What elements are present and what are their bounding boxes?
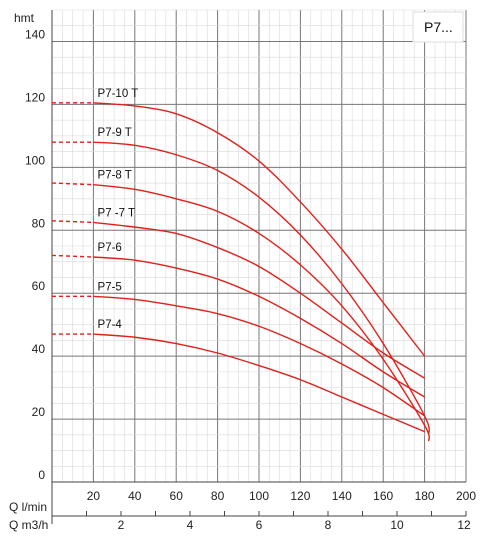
x2-tick-label: 4 (187, 518, 194, 532)
labels: P7-10 T P7-9 T P7-8 T P7 -7 T P7-6 P7-5 P7-4 (98, 88, 139, 331)
x-tick-label: 80 (211, 489, 225, 503)
series-dashed-segment (51, 182, 94, 186)
title-box-frame (412, 11, 464, 43)
series-dashed-segment (51, 254, 94, 258)
series-curve (93, 256, 425, 398)
y-tick-label: 0 (38, 468, 45, 482)
x-tick-label: 120 (290, 489, 310, 503)
x2-axis-title: Q m3/h (9, 518, 48, 532)
grid (51, 9, 467, 483)
series-curve (93, 221, 425, 379)
series-curve (93, 183, 430, 442)
y-axis-title: hmt (14, 11, 35, 25)
x-tick-label: 60 (170, 489, 184, 503)
y-tick-label: 40 (32, 342, 46, 356)
series-curve (93, 102, 426, 357)
x-axis-title: Q l/min (9, 500, 47, 514)
y-tick-label: 120 (25, 90, 45, 104)
series-label: P7-6 (98, 242, 122, 254)
series-label: P7-8 T (98, 170, 132, 182)
x-tick-label: 100 (249, 489, 269, 503)
series-curve (93, 295, 425, 417)
y-tick-label: 140 (25, 27, 45, 41)
series-label: P7-4 (98, 319, 123, 331)
axes: 0 20 40 60 80 100 120 140 20 40 60 80 100 120 140 160 18… (25, 10, 476, 532)
x2-tick-label: 8 (325, 518, 332, 532)
y-tick-label: 80 (32, 216, 46, 230)
series-dashed-segment (51, 220, 94, 224)
chart-title: P7... (424, 19, 453, 35)
x-tick-label: 180 (415, 489, 435, 503)
x2-tick-label: 12 (457, 518, 471, 532)
series-label: P7-10 T (98, 88, 139, 100)
x-tick-label: 140 (332, 489, 352, 503)
series-label: P7 -7 T (98, 207, 136, 219)
title-box: P7... (412, 11, 464, 43)
y-tick-label: 100 (25, 153, 45, 167)
series-curve (93, 333, 425, 433)
x-tick-label: 20 (87, 489, 101, 503)
series-curve (93, 141, 430, 435)
x2-tick-label: 10 (390, 518, 404, 532)
y-tick-label: 20 (32, 405, 46, 419)
x-tick-label: 160 (373, 489, 393, 503)
x2-tick-label: 2 (118, 518, 125, 532)
curves (51, 102, 430, 442)
series-label: P7-9 T (98, 127, 132, 139)
x-tick-label: 40 (128, 489, 142, 503)
series-label: P7-5 (98, 281, 122, 293)
y-tick-label: 60 (32, 279, 46, 293)
x-tick-label: 200 (456, 489, 476, 503)
x2-tick-label: 6 (256, 518, 263, 532)
